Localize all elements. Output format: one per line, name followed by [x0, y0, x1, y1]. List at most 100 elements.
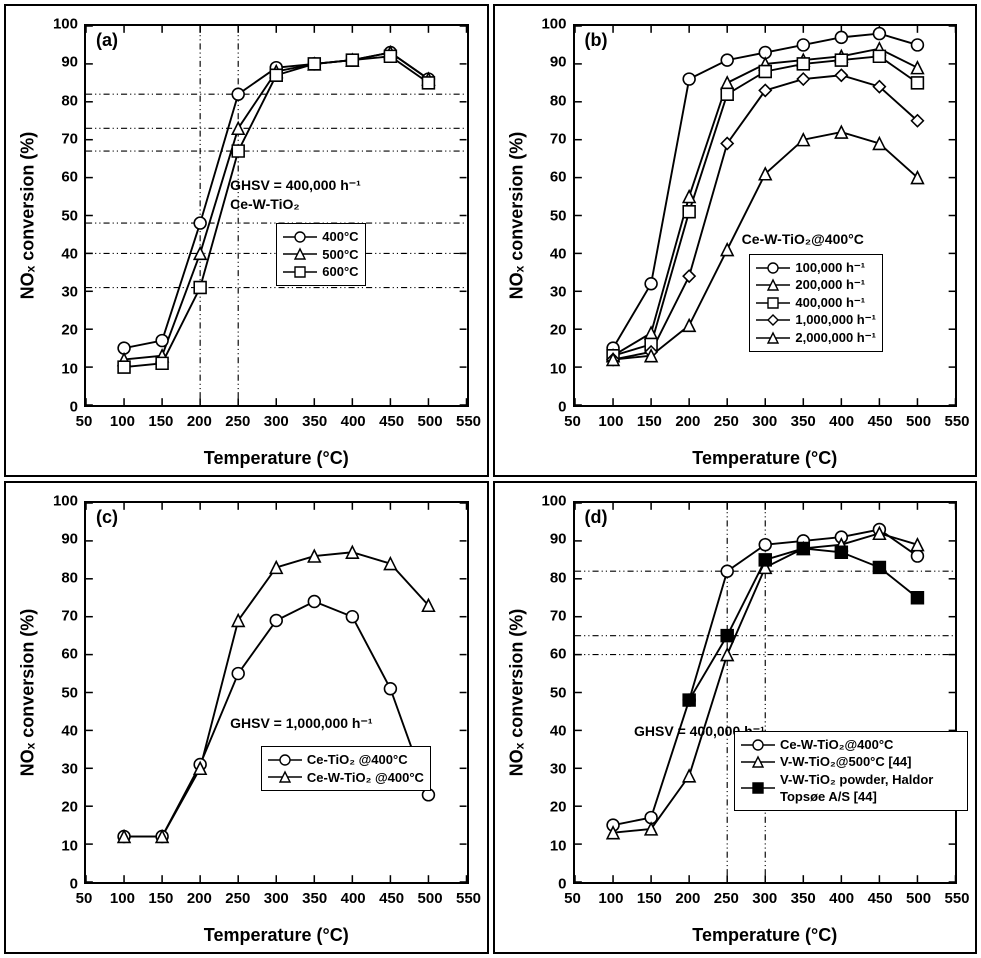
legend: 400°C500°C600°C [276, 223, 365, 286]
legend-swatch [756, 278, 790, 292]
data-marker [156, 357, 168, 369]
y-tick-label: 0 [531, 876, 567, 893]
x-tick-label: 550 [456, 413, 481, 430]
data-marker [835, 31, 847, 43]
y-tick-label: 0 [42, 399, 78, 416]
data-marker [873, 50, 885, 62]
data-marker [270, 561, 282, 573]
data-marker [759, 84, 771, 96]
y-tick-label: 100 [42, 493, 78, 510]
y-tick-label: 10 [42, 360, 78, 377]
x-tick-label: 400 [829, 413, 854, 430]
panel-letter: (c) [96, 507, 118, 528]
data-marker [835, 54, 847, 66]
x-tick-label: 500 [418, 413, 443, 430]
data-marker [911, 592, 923, 604]
x-tick-label: 150 [148, 413, 173, 430]
legend-label: Ce-W-TiO₂@400°C [780, 736, 893, 754]
plot-area [84, 24, 469, 407]
data-marker [911, 550, 923, 562]
data-marker [194, 282, 206, 294]
data-marker [683, 770, 695, 782]
data-marker [194, 247, 206, 259]
legend-swatch [756, 261, 790, 275]
legend-swatch [756, 296, 790, 310]
legend-item: Ce-TiO₂ @400°C [268, 751, 424, 769]
data-marker [797, 73, 809, 85]
panel-d: NOₓ conversion (%)Temperature (°C)501001… [493, 481, 978, 954]
x-tick-label: 350 [791, 413, 816, 430]
data-marker [118, 361, 130, 373]
data-marker [232, 88, 244, 100]
annotation: Ce-W-TiO₂@400°C [742, 231, 864, 247]
y-tick-label: 70 [42, 130, 78, 147]
x-tick-label: 200 [675, 890, 700, 907]
y-tick-label: 80 [531, 92, 567, 109]
data-marker [384, 683, 396, 695]
panel-letter: (b) [585, 30, 608, 51]
legend-label: Ce-TiO₂ @400°C [307, 751, 408, 769]
data-marker [759, 554, 771, 566]
data-marker [232, 615, 244, 627]
data-marker [232, 145, 244, 157]
y-axis-label: NOₓ conversion (%) [16, 501, 40, 884]
legend-label: 100,000 h⁻¹ [795, 259, 865, 277]
x-tick-label: 550 [944, 890, 969, 907]
x-tick-label: 500 [906, 890, 931, 907]
data-marker [721, 88, 733, 100]
x-tick-label: 300 [264, 890, 289, 907]
x-tick-label: 450 [379, 413, 404, 430]
x-axis-label: Temperature (°C) [573, 925, 958, 946]
data-marker [873, 28, 885, 40]
y-axis-label: NOₓ conversion (%) [505, 24, 529, 407]
data-marker [721, 649, 733, 661]
data-marker [156, 335, 168, 347]
legend-swatch [741, 781, 775, 795]
data-marker [721, 630, 733, 642]
annotation: Ce-W-TiO₂ [230, 196, 299, 212]
x-tick-label: 50 [564, 890, 581, 907]
legend-swatch [756, 331, 790, 345]
data-marker [683, 191, 695, 203]
data-marker [835, 546, 847, 558]
data-marker [384, 50, 396, 62]
data-marker [797, 543, 809, 555]
legend-label: 200,000 h⁻¹ [795, 276, 865, 294]
x-tick-label: 450 [379, 890, 404, 907]
x-tick-label: 500 [418, 890, 443, 907]
y-tick-label: 50 [531, 207, 567, 224]
data-marker [346, 611, 358, 623]
plot-area [573, 501, 958, 884]
legend-label: V-W-TiO₂ powder, Haldor Topsøe A/S [44] [780, 771, 961, 806]
x-tick-label: 50 [76, 413, 93, 430]
y-tick-label: 10 [42, 837, 78, 854]
legend-item: V-W-TiO₂ powder, Haldor Topsøe A/S [44] [741, 771, 961, 806]
x-tick-label: 150 [637, 890, 662, 907]
data-marker [797, 39, 809, 51]
y-tick-label: 20 [531, 322, 567, 339]
legend-swatch [741, 738, 775, 752]
data-marker [270, 615, 282, 627]
x-tick-label: 450 [868, 890, 893, 907]
y-tick-label: 40 [531, 245, 567, 262]
legend-item: 1,000,000 h⁻¹ [756, 311, 876, 329]
x-tick-label: 100 [598, 413, 623, 430]
x-tick-label: 400 [341, 413, 366, 430]
data-marker [683, 270, 695, 282]
legend-label: 2,000,000 h⁻¹ [795, 329, 876, 347]
y-tick-label: 60 [42, 169, 78, 186]
data-marker [232, 122, 244, 134]
y-tick-label: 100 [42, 16, 78, 33]
figure-grid: NOₓ conversion (%)Temperature (°C)501001… [0, 0, 981, 958]
data-marker [911, 62, 923, 74]
y-tick-label: 20 [42, 322, 78, 339]
x-tick-label: 50 [564, 413, 581, 430]
y-tick-label: 40 [531, 722, 567, 739]
x-tick-label: 100 [110, 413, 135, 430]
x-tick-label: 500 [906, 413, 931, 430]
plot-area [84, 501, 469, 884]
panel-b: NOₓ conversion (%)Temperature (°C)501001… [493, 4, 978, 477]
x-tick-label: 150 [637, 413, 662, 430]
x-tick-label: 200 [675, 413, 700, 430]
y-tick-label: 70 [531, 130, 567, 147]
